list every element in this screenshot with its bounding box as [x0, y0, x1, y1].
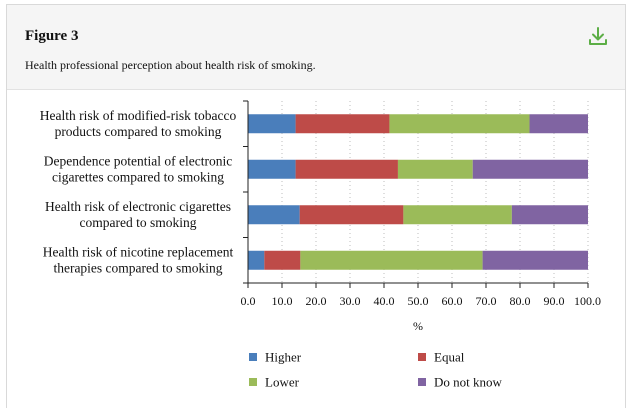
bar-equal	[299, 205, 404, 225]
figure-caption: Health professional perception about hea…	[25, 58, 316, 72]
category-label: Health risk of nicotine replacement	[43, 244, 234, 259]
bar-do-not-know	[529, 114, 588, 134]
legend-swatch	[418, 353, 426, 361]
x-tick-label: 50.0	[408, 294, 429, 308]
x-tick-label: 100.0	[574, 294, 601, 308]
legend-swatch	[249, 353, 257, 361]
bar-do-not-know	[482, 250, 588, 270]
bar-do-not-know	[472, 159, 588, 179]
bar-do-not-know	[511, 205, 588, 225]
category-label: compared to smoking	[80, 215, 197, 230]
x-tick-label: 10.0	[272, 294, 293, 308]
x-tick-label: 90.0	[544, 294, 565, 308]
x-tick-label: 0.0	[241, 294, 256, 308]
x-tick-label: 40.0	[374, 294, 395, 308]
download-icon[interactable]	[587, 25, 609, 47]
bar-lower	[300, 250, 483, 270]
category-label: Health risk of modified-risk tobacco	[40, 108, 237, 123]
legend-label: Equal	[434, 350, 465, 365]
figure-title: Figure 3	[25, 28, 79, 44]
bar-equal	[264, 250, 301, 270]
legend-label: Do not know	[434, 375, 503, 390]
bar-lower	[397, 159, 473, 179]
x-tick-label: 30.0	[340, 294, 361, 308]
bar-higher	[248, 159, 296, 179]
legend-label: Higher	[265, 350, 302, 365]
legend-swatch	[418, 378, 426, 386]
legend-label: Lower	[265, 375, 300, 390]
bar-equal	[295, 114, 390, 134]
x-tick-label: 60.0	[442, 294, 463, 308]
bar-lower	[403, 205, 512, 225]
category-label: Dependence potential of electronic	[44, 153, 233, 168]
category-label: cigarettes compared to smoking	[52, 169, 224, 184]
legend-swatch	[249, 378, 257, 386]
bar-higher	[248, 205, 300, 225]
x-tick-label: 70.0	[476, 294, 497, 308]
category-label: therapies compared to smoking	[53, 260, 222, 275]
bar-higher	[248, 114, 296, 134]
bar-higher	[248, 250, 265, 270]
category-label: products compared to smoking	[55, 124, 222, 139]
x-tick-label: 80.0	[510, 294, 531, 308]
bar-lower	[389, 114, 530, 134]
x-axis-label: %	[413, 319, 423, 333]
x-tick-label: 20.0	[306, 294, 327, 308]
category-label: Health risk of electronic cigarettes	[45, 199, 231, 214]
figure-header: Figure 3 Health professional perception …	[7, 5, 625, 90]
bar-equal	[295, 159, 398, 179]
